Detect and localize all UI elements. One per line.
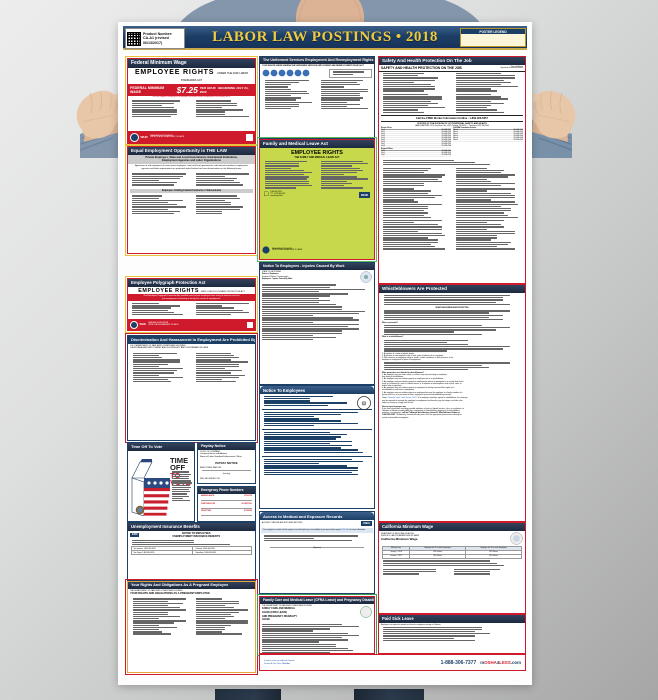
- svg-text:⚙: ⚙: [361, 401, 366, 408]
